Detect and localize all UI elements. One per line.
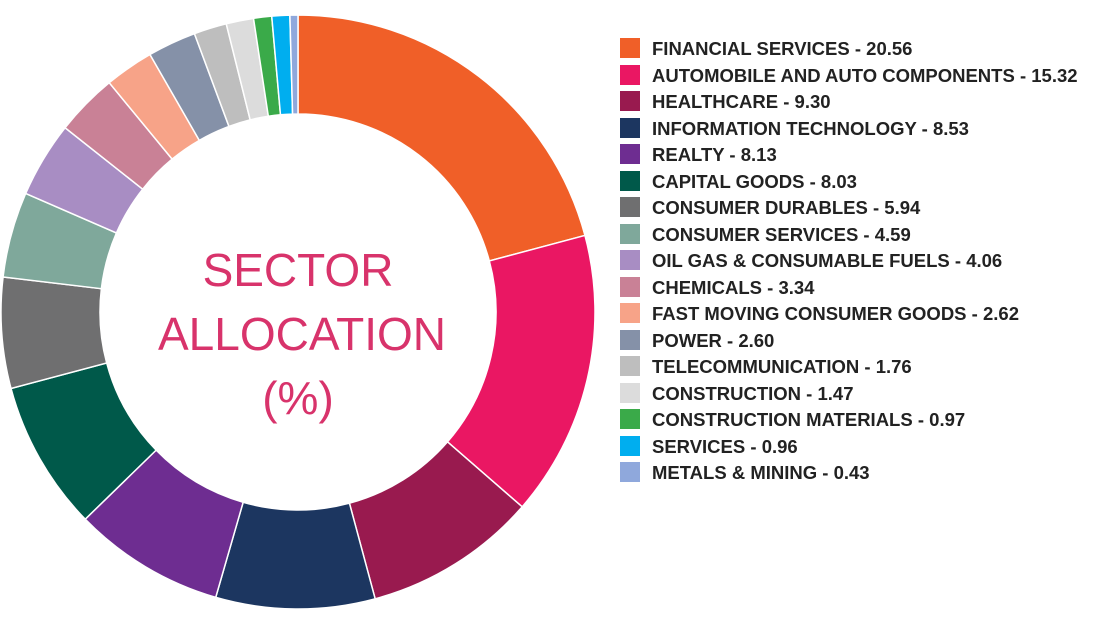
legend-item: METALS & MINING0.43 — [620, 460, 1090, 487]
legend-value: 8.03 — [804, 171, 856, 192]
legend-label: AUTOMOBILE AND AUTO COMPONENTS — [652, 64, 1015, 86]
legend-swatch — [620, 197, 640, 217]
legend-label: FINANCIAL SERVICES — [652, 38, 850, 59]
legend-swatch — [620, 144, 640, 164]
legend-value: 1.76 — [859, 356, 911, 377]
legend-item: CONSUMER DURABLES5.94 — [620, 195, 1090, 222]
legend-label: CONSUMER SERVICES — [652, 223, 859, 245]
legend-label: HEALTHCARE — [652, 91, 779, 112]
legend-swatch — [620, 356, 640, 376]
legend-text: INFORMATION TECHNOLOGY8.53 — [652, 116, 969, 143]
legend-value: 2.60 — [722, 330, 774, 351]
donut-segment — [289, 14, 299, 115]
legend-swatch — [620, 435, 640, 456]
legend-value: 8.13 — [724, 144, 776, 165]
legend-text: FAST MOVING CONSUMER GOODS2.62 — [652, 301, 1019, 328]
legend-swatch — [620, 382, 640, 403]
legend-item: HEALTHCARE9.30 — [620, 89, 1090, 116]
legend-text: OIL GAS & CONSUMABLE FUELS4.06 — [652, 248, 1002, 275]
legend-text: CAPITAL GOODS8.03 — [652, 169, 857, 196]
donut-chart — [0, 14, 596, 610]
legend-value: 4.59 — [858, 224, 910, 245]
legend-label: CONSTRUCTION MATERIALS — [652, 409, 913, 430]
legend-swatch — [620, 117, 640, 138]
legend-text: HEALTHCARE9.30 — [652, 89, 831, 116]
donut-segment — [297, 14, 586, 262]
legend-item: SERVICES0.96 — [620, 434, 1090, 461]
legend-item: REALTY8.13 — [620, 142, 1090, 169]
legend-text: REALTY8.13 — [652, 142, 777, 169]
legend-item: TELECOMMUNICATION1.76 — [620, 354, 1090, 381]
legend-item: AUTOMOBILE AND AUTO COMPONENTS15.32 — [620, 63, 1090, 90]
legend-text: CONSTRUCTION1.47 — [652, 381, 854, 408]
legend-value: 0.97 — [913, 409, 965, 430]
legend-value: 4.06 — [950, 250, 1002, 271]
legend-value: 8.53 — [916, 118, 968, 139]
legend-text: TELECOMMUNICATION1.76 — [652, 354, 912, 381]
legend-label: INFORMATION TECHNOLOGY — [652, 117, 917, 139]
legend-value: 20.56 — [850, 38, 913, 59]
legend-label: METALS & MINING — [652, 462, 818, 483]
legend-item: CHEMICALS3.34 — [620, 275, 1090, 302]
legend-label: CHEMICALS — [652, 276, 762, 298]
legend-item: OIL GAS & CONSUMABLE FUELS4.06 — [620, 248, 1090, 275]
legend-swatch — [620, 223, 640, 244]
legend-value: 15.32 — [1015, 65, 1078, 86]
legend-swatch — [620, 409, 640, 429]
legend-value: 1.47 — [801, 383, 853, 404]
legend-swatch — [620, 64, 640, 85]
legend-item: CONSTRUCTION MATERIALS0.97 — [620, 407, 1090, 434]
chart-title: SECTOR ALLOCATION (%) — [158, 244, 446, 424]
legend-swatch — [620, 329, 640, 350]
legend-text: SERVICES0.96 — [652, 434, 798, 461]
legend-text: AUTOMOBILE AND AUTO COMPONENTS15.32 — [652, 63, 1078, 90]
legend-item: FINANCIAL SERVICES20.56 — [620, 36, 1090, 63]
legend-swatch — [620, 38, 640, 58]
legend-item: INFORMATION TECHNOLOGY8.53 — [620, 116, 1090, 143]
legend-swatch — [620, 170, 640, 191]
legend-text: CONSTRUCTION MATERIALS0.97 — [652, 407, 965, 434]
legend-label: CONSTRUCTION — [652, 382, 802, 404]
legend-text: CHEMICALS3.34 — [652, 275, 814, 302]
legend-text: POWER2.60 — [652, 328, 774, 355]
legend-value: 2.62 — [967, 303, 1019, 324]
legend-text: CONSUMER SERVICES4.59 — [652, 222, 911, 249]
donut-segment — [214, 501, 377, 610]
legend-label: FAST MOVING CONSUMER GOODS — [652, 303, 967, 324]
legend-label: TELECOMMUNICATION — [652, 356, 860, 377]
legend-swatch — [620, 303, 640, 323]
legend-value: 9.30 — [778, 91, 830, 112]
legend-label: OIL GAS & CONSUMABLE FUELS — [652, 250, 950, 271]
legend-text: METALS & MINING0.43 — [652, 460, 870, 487]
legend-label: CAPITAL GOODS — [652, 170, 805, 192]
legend-text: FINANCIAL SERVICES20.56 — [652, 36, 912, 63]
legend-item: CONSUMER SERVICES4.59 — [620, 222, 1090, 249]
legend-value: 0.43 — [817, 462, 869, 483]
legend-label: CONSUMER DURABLES — [652, 197, 868, 218]
legend-label: POWER — [652, 329, 722, 351]
legend-item: POWER2.60 — [620, 328, 1090, 355]
legend-swatch — [620, 462, 640, 482]
legend-item: CAPITAL GOODS8.03 — [620, 169, 1090, 196]
legend-swatch — [620, 250, 640, 270]
legend-swatch — [620, 276, 640, 297]
legend-swatch — [620, 91, 640, 111]
legend-text: CONSUMER DURABLES5.94 — [652, 195, 920, 222]
legend-value: 0.96 — [745, 436, 797, 457]
legend-item: FAST MOVING CONSUMER GOODS2.62 — [620, 301, 1090, 328]
legend-value: 3.34 — [762, 277, 814, 298]
legend-label: SERVICES — [652, 435, 746, 457]
legend-label: REALTY — [652, 144, 725, 165]
legend-item: CONSTRUCTION1.47 — [620, 381, 1090, 408]
legend-value: 5.94 — [868, 197, 920, 218]
